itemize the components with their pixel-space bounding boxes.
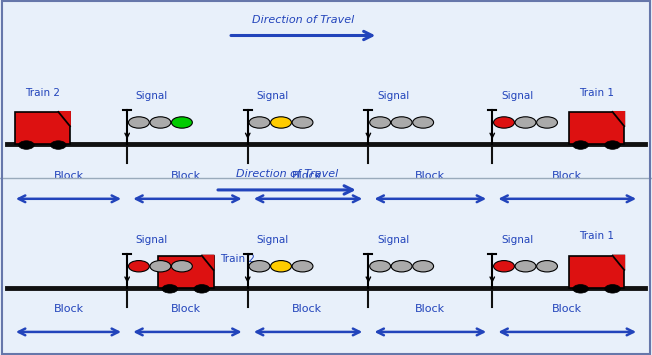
Polygon shape — [613, 112, 625, 126]
Text: Block: Block — [291, 171, 321, 181]
Text: Direction of Travel: Direction of Travel — [236, 169, 338, 179]
Circle shape — [194, 285, 209, 293]
Text: Signal: Signal — [501, 91, 533, 101]
Circle shape — [150, 117, 171, 128]
Circle shape — [573, 285, 588, 293]
Text: Signal: Signal — [501, 235, 533, 245]
Circle shape — [171, 261, 192, 272]
FancyBboxPatch shape — [158, 256, 213, 288]
Circle shape — [391, 261, 412, 272]
Circle shape — [605, 285, 620, 293]
Circle shape — [413, 261, 434, 272]
Text: Block: Block — [552, 304, 582, 314]
Circle shape — [537, 261, 557, 272]
Text: Signal: Signal — [136, 235, 168, 245]
Circle shape — [249, 261, 270, 272]
FancyBboxPatch shape — [14, 112, 70, 144]
Polygon shape — [613, 256, 625, 270]
Circle shape — [18, 141, 34, 149]
Circle shape — [128, 261, 149, 272]
Circle shape — [494, 261, 514, 272]
Polygon shape — [59, 112, 70, 126]
Text: Signal: Signal — [377, 91, 409, 101]
Polygon shape — [201, 256, 213, 270]
Text: Block: Block — [171, 171, 201, 181]
Text: Block: Block — [291, 304, 321, 314]
Circle shape — [515, 117, 536, 128]
Text: Block: Block — [552, 171, 582, 181]
Text: Train 2: Train 2 — [220, 255, 255, 264]
Circle shape — [573, 141, 588, 149]
Circle shape — [271, 117, 291, 128]
Text: Signal: Signal — [377, 235, 409, 245]
Polygon shape — [201, 256, 213, 270]
Text: Train 1: Train 1 — [579, 88, 614, 98]
FancyBboxPatch shape — [569, 112, 625, 144]
Circle shape — [605, 141, 620, 149]
Text: Block: Block — [53, 171, 83, 181]
Polygon shape — [59, 112, 70, 126]
Circle shape — [249, 117, 270, 128]
Text: Block: Block — [171, 304, 201, 314]
Text: Block: Block — [415, 171, 445, 181]
Polygon shape — [613, 112, 625, 126]
Circle shape — [292, 117, 313, 128]
Circle shape — [370, 117, 391, 128]
Text: Train 2: Train 2 — [25, 88, 60, 98]
Text: Signal: Signal — [136, 91, 168, 101]
Text: Signal: Signal — [256, 235, 289, 245]
Circle shape — [391, 117, 412, 128]
Text: Direction of Travel: Direction of Travel — [252, 15, 354, 25]
Circle shape — [128, 117, 149, 128]
Circle shape — [171, 117, 192, 128]
Polygon shape — [613, 256, 625, 270]
Circle shape — [494, 117, 514, 128]
Circle shape — [370, 261, 391, 272]
Circle shape — [537, 117, 557, 128]
Circle shape — [51, 141, 67, 149]
Circle shape — [150, 261, 171, 272]
Circle shape — [413, 117, 434, 128]
Text: Signal: Signal — [256, 91, 289, 101]
Circle shape — [162, 285, 177, 293]
Text: Train 1: Train 1 — [579, 231, 614, 241]
Text: Block: Block — [415, 304, 445, 314]
Circle shape — [515, 261, 536, 272]
FancyBboxPatch shape — [569, 256, 625, 288]
Circle shape — [271, 261, 291, 272]
Text: Block: Block — [53, 304, 83, 314]
Circle shape — [292, 261, 313, 272]
